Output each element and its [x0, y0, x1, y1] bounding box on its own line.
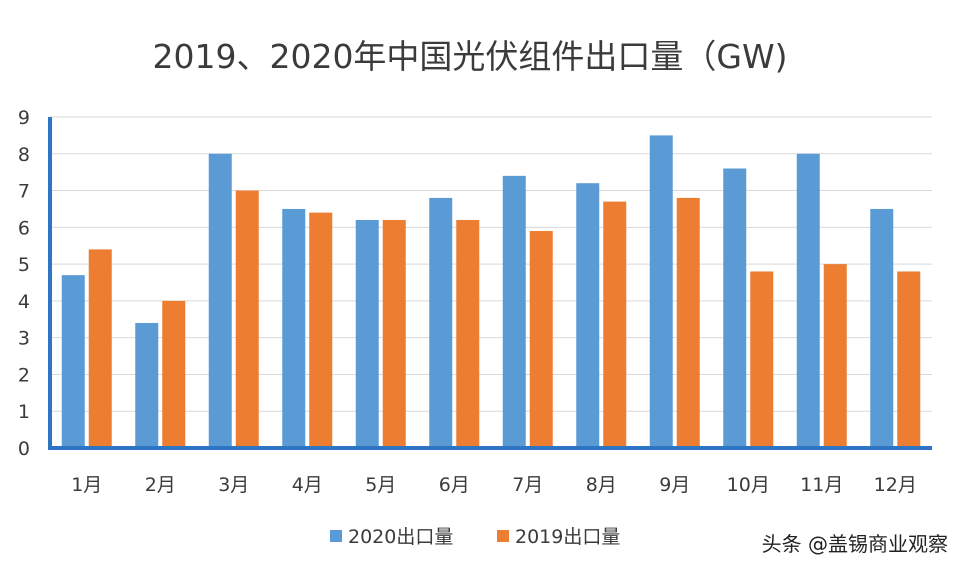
chart-title: 2019、2020年中国光伏组件出口量（GW)	[152, 37, 787, 76]
y-axis-ticks: 0 1 2 3 4 5 6 7 8 9	[18, 107, 30, 460]
x-tick-label: 2月	[145, 474, 176, 496]
y-tick-label: 4	[18, 291, 30, 313]
bars	[61, 135, 921, 449]
bar-series2	[235, 190, 259, 449]
x-tick-label: 9月	[659, 474, 690, 496]
y-tick-label: 0	[18, 438, 30, 460]
y-tick-label: 6	[18, 217, 30, 239]
bar-series2	[750, 271, 774, 448]
legend-swatch	[330, 530, 342, 542]
x-tick-label: 4月	[292, 474, 323, 496]
legend: 2020出口量 2019出口量	[330, 526, 620, 548]
x-tick-label: 5月	[365, 474, 396, 496]
bar-series2	[456, 219, 480, 448]
x-tick-label: 6月	[439, 474, 470, 496]
bar-series2	[823, 264, 847, 448]
legend-label: 2020出口量	[348, 526, 453, 548]
bar-series2	[88, 249, 112, 448]
bar-series1	[429, 197, 453, 448]
y-tick-label: 3	[18, 328, 30, 350]
x-tick-label: 1月	[71, 474, 102, 496]
bar-series1	[649, 135, 673, 448]
y-tick-label: 9	[18, 107, 30, 129]
bar-series2	[529, 231, 553, 448]
bar-series1	[576, 183, 600, 448]
bar-series2	[162, 300, 186, 448]
y-tick-label: 7	[18, 181, 30, 203]
legend-label: 2019出口量	[515, 526, 620, 548]
bar-series1	[723, 168, 747, 448]
x-tick-label: 11月	[800, 474, 843, 496]
x-tick-label: 10月	[727, 474, 770, 496]
x-tick-label: 12月	[874, 474, 917, 496]
x-axis-ticks: 1月 2月 3月 4月 5月 6月 7月 8月 9月 10月 11月 12月	[71, 474, 917, 496]
x-tick-label: 7月	[512, 474, 543, 496]
y-tick-label: 2	[18, 364, 30, 386]
bar-series1	[502, 175, 526, 448]
bar-series1	[135, 322, 159, 448]
x-tick-label: 8月	[586, 474, 617, 496]
source-watermark: 头条 @盖锡商业观察	[762, 532, 948, 556]
bar-series2	[897, 271, 921, 448]
bar-series1	[208, 153, 232, 448]
bar-series1	[870, 208, 894, 448]
bar-series2	[309, 212, 333, 448]
bar-series1	[796, 153, 820, 448]
bar-series2	[603, 201, 627, 448]
gridlines	[50, 116, 932, 412]
bar-series1	[355, 219, 379, 448]
bar-series2	[676, 197, 700, 448]
legend-swatch	[497, 530, 509, 542]
y-tick-label: 8	[18, 144, 30, 166]
bar-series1	[61, 275, 85, 448]
bar-series1	[282, 208, 306, 448]
x-tick-label: 3月	[218, 474, 249, 496]
y-tick-label: 1	[18, 401, 30, 423]
y-tick-label: 5	[18, 254, 30, 276]
bar-series2	[382, 219, 406, 448]
